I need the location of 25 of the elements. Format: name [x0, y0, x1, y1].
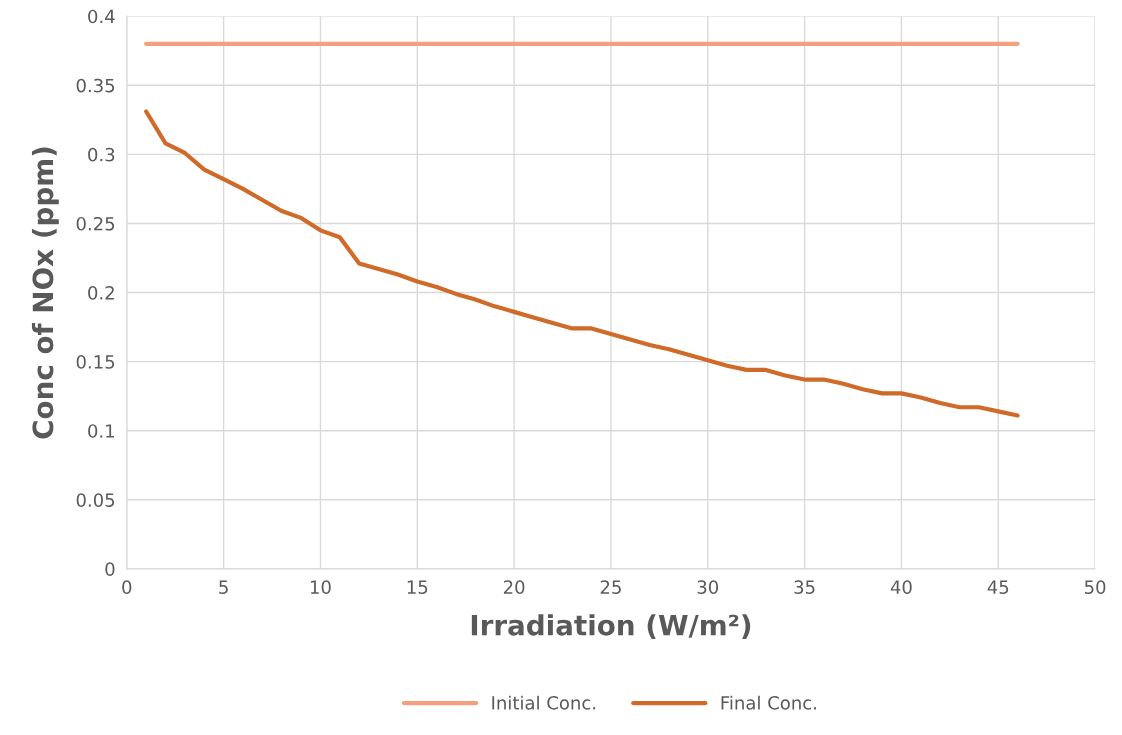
line-series: [144, 109, 1020, 418]
x-tick-label: 35: [794, 580, 815, 594]
x-tick-label: 0: [122, 580, 132, 594]
x-tick-label: 15: [407, 580, 428, 594]
x-tick-label: 20: [503, 580, 525, 594]
y-tick-label: 0.35: [76, 78, 115, 93]
x-tick-label: 45: [987, 580, 1009, 594]
y-axis-title: Conc of NOx (ppm): [31, 147, 59, 439]
x-tick-label: 5: [219, 580, 228, 594]
y-tick-label: 0.15: [76, 355, 115, 369]
y-tick-label: 0.05: [76, 493, 115, 507]
x-tick-label: 10: [310, 580, 331, 594]
x-tick-label: 50: [1084, 580, 1106, 594]
y-tick-label: 0.2: [88, 285, 114, 300]
y-tick-label: 0: [105, 562, 115, 577]
y-tick-label: 0.4: [88, 9, 115, 24]
legend-label: Initial Conc.: [492, 695, 596, 710]
x-axis-title: Irradiation (W/m²): [471, 614, 751, 639]
legend-label: Final Conc.: [721, 695, 816, 710]
x-tick-label: 40: [890, 580, 912, 594]
y-tick-label: 0.25: [76, 216, 115, 231]
y-tick-label: 0.3: [88, 147, 115, 162]
y-tick-label: 0.1: [88, 424, 115, 438]
x-tick-label: 30: [697, 580, 719, 594]
x-tick-label: 25: [600, 580, 621, 594]
